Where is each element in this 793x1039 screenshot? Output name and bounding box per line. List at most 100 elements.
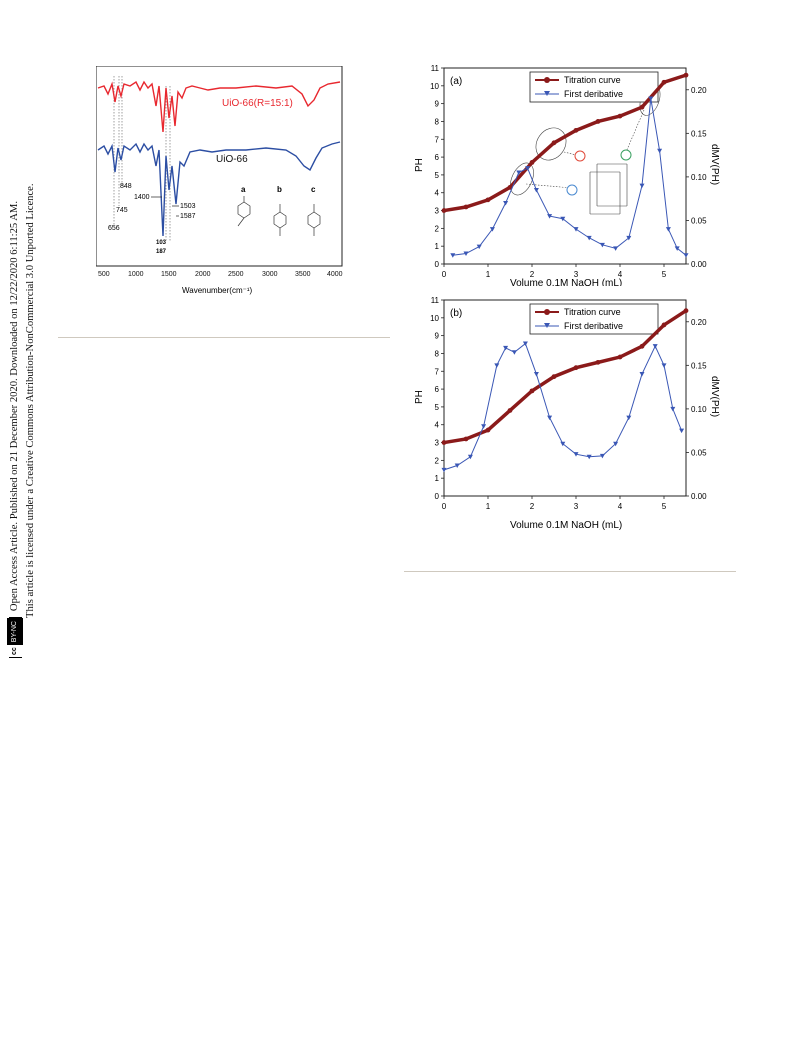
chart-a-y2-tick: 0.20 [691,86,707,95]
ftir-tick-3500: 3500 [295,271,311,278]
chart-b-y-tick: 1 [435,474,440,483]
chart-b-titration-point [618,355,623,360]
ftir-tick-2000: 2000 [195,271,211,278]
chart-b-titration-point [596,360,601,365]
chart-a-titration-point [530,160,535,165]
chart-a-y-tick: 10 [430,82,439,91]
chart-b-y-tick: 4 [435,421,440,430]
chart-a-legend-box: Titration curve First deribative [530,72,658,102]
chart-a-titration-point [662,80,667,85]
chart-b-y2-tick: 0.20 [691,318,707,327]
chart-a-x-tick: 5 [662,270,667,279]
chart-a-y-tick: 11 [431,64,440,73]
chart-a-oh-marker-green [621,150,631,160]
chart-a-x-tick: 1 [486,270,491,279]
ftir-x-ticks: 500 1000 1500 2000 2500 3000 3500 4000 [98,271,343,278]
chart-b-y2-tick: 0.00 [691,492,707,501]
chart-a-panel-label: (a) [450,76,462,87]
chart-a-titration-point [574,128,579,133]
structure-label-c: c [311,185,316,194]
chart-b-titration-point [574,365,579,370]
chart-b-titration-point [552,374,557,379]
chart-b-y-tick: 3 [435,439,440,448]
ftir-annotation-656: 656 [108,225,120,232]
ftir-annotation-187: 187 [156,249,167,255]
chart-a-titration-point [552,140,557,145]
chart-b-y-tick: 7 [435,367,440,376]
chart-b-titration-point [508,408,513,413]
chart-b-y-tick: 6 [435,385,440,394]
chart-b-y-tick: 5 [435,403,440,412]
structure-label-b: b [277,185,282,194]
chart-b-y2-tick: 0.10 [691,405,707,414]
chart-a-titration-point [618,114,623,119]
chart-a-titration-point [442,208,447,213]
ftir-annotation-745: 745 [116,207,128,214]
chart-b-x-tick: 2 [530,502,535,511]
chart-b-titration-point [486,428,491,433]
chart-b-x-tick: 4 [618,502,623,511]
chart-b-x-tick: 3 [574,502,579,511]
ftir-tick-2500: 2500 [228,271,244,278]
chart-a-y-tick: 9 [435,100,440,109]
chart-b-y-tick: 10 [430,314,439,323]
chart-b-y-tick: 0 [435,492,440,501]
chart-b-legend-derivative: First deribative [564,321,623,331]
chart-b-y-tick: 9 [435,332,440,341]
chart-b-titration-point [530,388,535,393]
chart-b-y-tick: 11 [431,296,440,305]
chart-a-legend-titration: Titration curve [564,75,621,85]
ftir-annotation-1400: 1400 [134,194,150,201]
publication-notice: Open Access Article. Published on 21 Dec… [7,201,23,611]
chart-a-y-tick: 1 [435,242,440,251]
chart-a-x-tick: 0 [442,270,447,279]
titration-chart-a: Titration curve First deribative (a) PH … [414,64,724,286]
chart-a-y2-axis-label: dMV(PH) [709,144,720,185]
ftir-x-axis-label: Wavenumber(cm⁻¹) [182,286,252,295]
ftir-bottom-label: UiO-66 [216,154,248,165]
chart-a-oh-marker-red [575,151,585,161]
chart-b-x-tick: 5 [662,502,667,511]
chart-a-y-axis-label: PH [414,158,425,172]
chart-a-y-tick: 7 [435,135,440,144]
chart-b-y-axis-label: PH [414,390,425,404]
chart-b-y-tick: 2 [435,456,440,465]
chart-a-y-tick: 3 [435,207,440,216]
chart-a-x-tick: 3 [574,270,579,279]
chart-b-legend-box: Titration curve First deribative [530,304,658,334]
chart-b-titration-point [640,344,645,349]
chart-b-legend-titration: Titration curve [564,307,621,317]
chart-a-x-tick: 2 [530,270,535,279]
chart-b-panel-label: (b) [450,308,462,319]
ftir-tick-4000: 4000 [327,271,343,278]
chart-a-y2-tick: 0.10 [691,173,707,182]
cc-license-badge[interactable]: cc BY-NC [9,617,22,658]
chart-a-titration-point [640,105,645,110]
chart-b-x-axis-label: Volume 0.1M NaOH (mL) [510,520,622,530]
chart-a-y-tick: 6 [435,153,440,162]
chart-b-y-tick: 8 [435,349,440,358]
chart-a-titration-point [486,197,491,202]
chart-a-legend-derivative: First deribative [564,89,623,99]
chart-a-x-axis-label: Volume 0.1M NaOH (mL) [510,278,622,286]
ftir-annotation-1503: 1503 [180,203,196,210]
chart-a-y-tick: 2 [435,224,440,233]
ftir-top-label: UiO-66(R=15:1) [222,98,293,109]
cc-badge-text: cc [7,645,23,657]
titration-chart-b: Titration curve First deribative (b) PH … [414,296,724,530]
chart-b-titration-point [662,323,667,328]
divider-left [58,337,390,338]
chart-b-titration-point [684,308,689,313]
chart-a-y2-tick: 0.00 [691,260,707,269]
chart-a-y2-tick: 0.15 [691,129,707,138]
divider-right [404,571,736,572]
structure-label-a: a [241,185,246,194]
chart-a-titration-point [684,73,689,78]
chart-a-y-tick: 8 [435,117,440,126]
by-nc-badge-text: BY-NC [7,618,23,645]
chart-a-x-tick: 4 [618,270,623,279]
chart-a-titration-point [596,119,601,124]
licence-notice: This article is licensed under a Creativ… [23,183,39,618]
chart-b-x-tick: 1 [486,502,491,511]
ftir-tick-1000: 1000 [128,271,144,278]
